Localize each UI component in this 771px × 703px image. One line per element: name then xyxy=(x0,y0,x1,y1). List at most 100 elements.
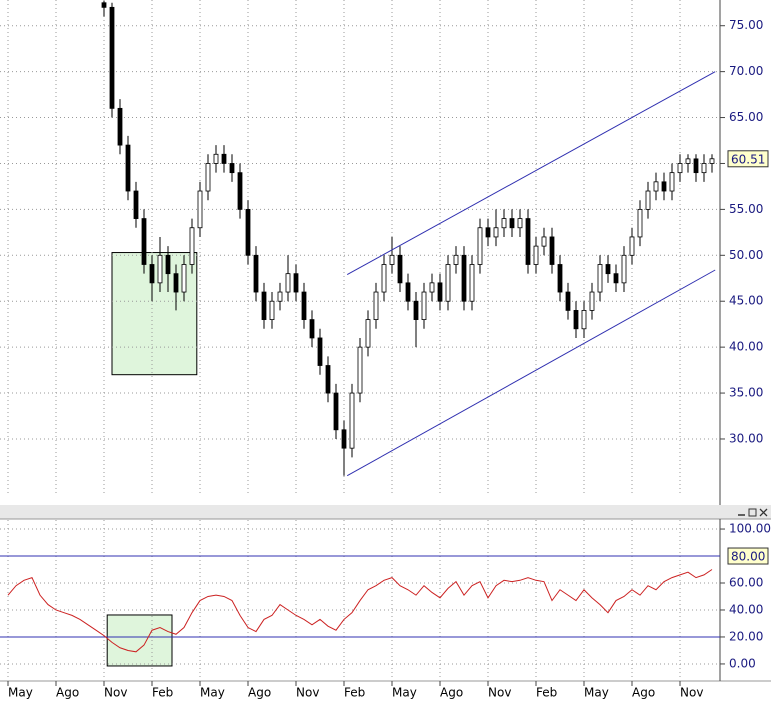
candle-body xyxy=(173,273,179,293)
candle-body xyxy=(509,218,515,229)
highlight-box xyxy=(106,614,173,667)
x-tick-label: Ago xyxy=(632,686,655,700)
candle-body xyxy=(397,254,403,284)
x-tick-label: May xyxy=(8,686,33,700)
candle-body xyxy=(213,153,219,164)
candle-body xyxy=(701,163,707,174)
candle-body xyxy=(709,158,715,164)
candle-body xyxy=(677,163,683,174)
candle-body xyxy=(517,218,523,229)
candle-body xyxy=(317,337,323,366)
candle-body xyxy=(165,254,171,275)
candle-body xyxy=(437,282,443,302)
x-tick-label: May xyxy=(584,686,609,700)
candle-body xyxy=(157,254,163,284)
last-value-box xyxy=(727,150,769,168)
candle-body xyxy=(325,365,331,394)
x-tick-label: Ago xyxy=(56,686,79,700)
candle-body xyxy=(629,236,635,256)
x-tick-label: Feb xyxy=(152,686,173,700)
candle-body xyxy=(477,227,483,265)
candle-body xyxy=(589,291,595,311)
candle-body xyxy=(501,218,507,229)
y-tick-label: 100.00 xyxy=(729,522,771,536)
candle-body xyxy=(669,172,675,192)
last-value-label: 60.51 xyxy=(731,152,765,166)
candle-body xyxy=(493,227,499,238)
candle-body xyxy=(181,264,187,293)
candle-body xyxy=(485,227,491,238)
y-tick-label: 0.00 xyxy=(729,656,756,670)
candle-body xyxy=(661,181,667,192)
y-tick-label: 70.00 xyxy=(729,64,763,78)
y-tick-label: 30.00 xyxy=(729,431,763,445)
candle-body xyxy=(309,319,315,339)
candle-body xyxy=(301,291,307,320)
candle-body xyxy=(573,310,579,330)
maximize-icon[interactable] xyxy=(748,508,757,517)
candle-body xyxy=(189,227,195,265)
candle-body xyxy=(421,291,427,320)
x-tick-label: Feb xyxy=(344,686,365,700)
x-tick-label: Nov xyxy=(296,686,319,700)
candle-body xyxy=(637,208,643,238)
y-tick-label: 65.00 xyxy=(729,110,763,124)
y-tick-label: 50.00 xyxy=(729,248,763,262)
x-tick-label: Nov xyxy=(488,686,511,700)
candle-body xyxy=(141,218,147,265)
x-tick-label: Feb xyxy=(536,686,557,700)
candle-body xyxy=(277,291,283,302)
candle-body xyxy=(429,282,435,293)
candle-body xyxy=(133,190,139,219)
candle-body xyxy=(621,254,627,284)
candle-body xyxy=(341,429,347,449)
trend-line xyxy=(346,71,716,276)
x-tick-label: Ago xyxy=(248,686,271,700)
x-tick-label: Nov xyxy=(680,686,703,700)
candle-body xyxy=(373,291,379,320)
candle-body xyxy=(349,392,355,449)
candle-body xyxy=(597,264,603,293)
panel-controls[interactable] xyxy=(738,508,768,517)
y-tick-label: 40.00 xyxy=(729,602,763,616)
y-tick-label: 35.00 xyxy=(729,386,763,400)
candle-body xyxy=(365,319,371,348)
candle-body xyxy=(557,264,563,293)
candle-body xyxy=(221,153,227,164)
candle-body xyxy=(261,291,267,320)
candle-body xyxy=(197,190,203,229)
candle-body xyxy=(461,254,467,302)
candle-body xyxy=(101,2,107,8)
candle-body xyxy=(253,254,259,293)
candle-body xyxy=(245,208,251,256)
candle-body xyxy=(405,282,411,302)
candle-body xyxy=(333,392,339,431)
candle-body xyxy=(541,236,547,247)
candle-body xyxy=(453,254,459,265)
candle-body xyxy=(525,218,531,265)
candle-body xyxy=(205,163,211,192)
candle-body xyxy=(293,273,299,293)
level-label-box xyxy=(727,547,769,565)
candle-body xyxy=(645,190,651,210)
candle-body xyxy=(269,300,275,320)
candle-body xyxy=(149,264,155,284)
y-tick-label: 45.00 xyxy=(729,294,763,308)
candle-body xyxy=(389,254,395,265)
x-tick-label: May xyxy=(200,686,225,700)
candle-body xyxy=(565,291,571,311)
y-tick-label: 55.00 xyxy=(729,202,763,216)
candle-body xyxy=(117,107,123,146)
candle-body xyxy=(125,144,131,192)
panel-separator xyxy=(0,505,771,519)
candle-body xyxy=(109,6,115,109)
close-icon[interactable] xyxy=(759,508,768,517)
candle-body xyxy=(469,264,475,302)
candle-body xyxy=(413,300,419,320)
x-tick-label: Ago xyxy=(440,686,463,700)
candle-body xyxy=(445,264,451,302)
candle-body xyxy=(693,158,699,174)
y-tick-label: 75.00 xyxy=(729,18,763,32)
